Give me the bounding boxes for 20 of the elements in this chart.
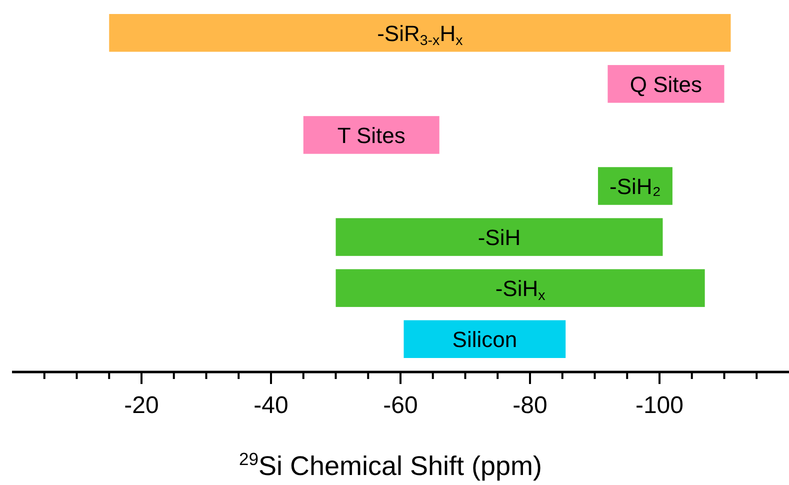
bar [608,65,724,103]
y-tick-label: -SiH₂ [610,174,661,199]
bar [336,218,663,256]
y-tick-label: Q Sites [630,72,702,97]
x-tick-label: -40 [254,392,288,419]
x-tick-label: -100 [635,392,684,419]
y-tick-label: -SiH$_{x}$ [495,276,546,304]
bar [303,116,440,154]
x-tick-label: -80 [512,392,548,419]
x-axis-title: $^{29}$Si Chemical Shift (ppm) [238,449,542,481]
y-tick-label: Silicon [452,327,518,352]
y-tick-label: -SiH [478,225,521,250]
bar [598,167,672,205]
y-tick-label: T Sites [337,122,406,148]
x-tick-label: -20 [124,392,159,419]
x-tick-label: -60 [383,392,418,419]
bar [109,14,731,52]
y-tick-label: -SiR$_{3-x}$H$_{x}$ [377,20,463,48]
bar [404,320,566,358]
bar [336,269,705,307]
